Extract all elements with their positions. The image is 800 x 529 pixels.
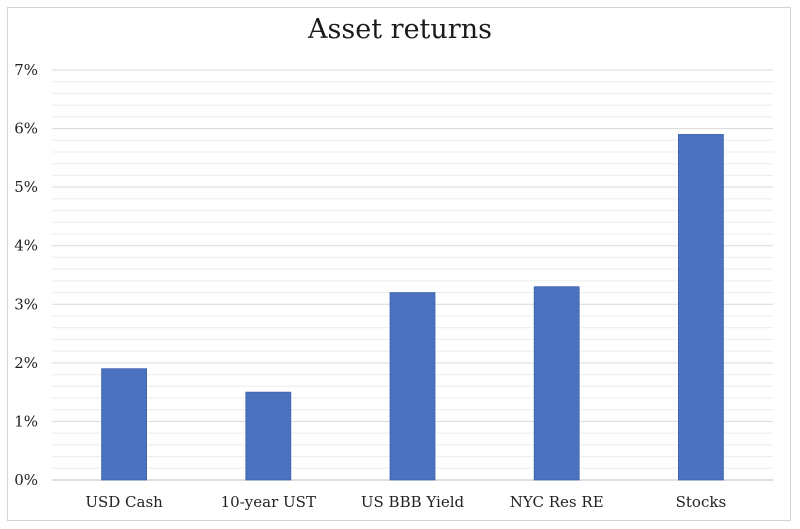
y-tick-label: 5%: [14, 178, 38, 196]
y-tick-label: 7%: [14, 61, 38, 79]
x-category-label: Stocks: [676, 493, 727, 511]
y-tick-label: 6%: [14, 120, 38, 138]
bar-us-bbb-yield: [389, 292, 436, 481]
y-tick-label: 0%: [14, 471, 38, 489]
bar-usd-cash: [101, 368, 147, 481]
x-category-label: NYC Res RE: [510, 493, 604, 511]
x-axis-labels: USD Cash 10-year UST US BBB Yield NYC Res R…: [85, 493, 726, 511]
x-category-label: US BBB Yield: [361, 493, 465, 511]
y-axis-ticks: 0% 1% 2% 3% 4% 5% 6% 7%: [14, 61, 38, 489]
y-tick-label: 1%: [14, 412, 38, 430]
bar-stocks: [678, 134, 724, 481]
chart-title: Asset returns: [308, 14, 492, 45]
x-category-label: USD Cash: [85, 493, 163, 511]
y-tick-label: 3%: [14, 295, 38, 313]
bar-nyc-res-re: [533, 286, 580, 481]
bar-10-year-ust: [245, 391, 292, 481]
bars: [101, 134, 724, 481]
x-category-label: 10-year UST: [221, 493, 316, 511]
y-tick-label: 4%: [14, 237, 38, 255]
y-tick-label: 2%: [14, 354, 38, 372]
